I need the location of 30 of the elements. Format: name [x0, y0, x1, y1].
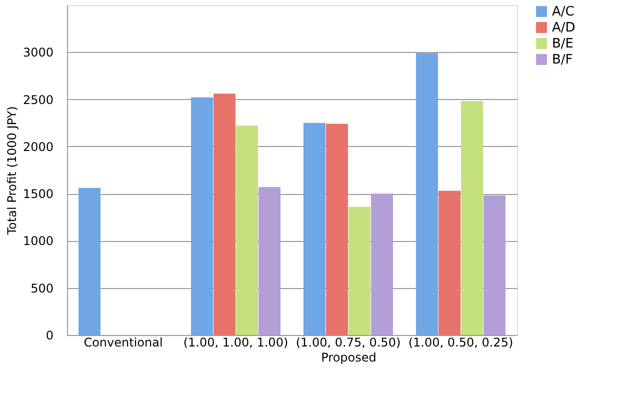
y-tick-label: 500 [30, 281, 54, 296]
y-tick-label: 3000 [22, 46, 54, 60]
legend-label: B/E [552, 36, 574, 52]
y-tick-label: 1000 [22, 234, 54, 248]
bar [371, 194, 393, 335]
x-tick-label: Conventional [84, 336, 163, 350]
y-tick-label: 2000 [22, 140, 54, 154]
x-axis-title: Proposed [321, 350, 376, 364]
y-tick-label: 2500 [22, 92, 54, 107]
bar [304, 122, 326, 335]
bar [484, 195, 506, 335]
bar [78, 188, 100, 335]
bar [326, 124, 348, 335]
legend-label: A/C [552, 4, 574, 20]
bar [214, 94, 236, 335]
x-tick-label: (1.00, 0.75, 0.50) [296, 336, 401, 350]
y-axis-title: Total Profit (1000 JPY) [4, 106, 19, 236]
bar [416, 53, 438, 335]
bar [191, 97, 213, 335]
x-tick-label: (1.00, 1.00, 1.00) [183, 336, 288, 350]
bar [258, 186, 280, 335]
y-tick-label: 1500 [22, 187, 54, 202]
bar [236, 126, 258, 335]
bar [438, 190, 460, 335]
bar [461, 101, 483, 335]
y-tick-label: 0 [46, 328, 54, 342]
x-tick-label: (1.00, 0.50, 0.25) [408, 336, 514, 350]
bar [348, 206, 370, 335]
legend-label: B/F [552, 52, 573, 68]
legend-label: A/D [552, 20, 576, 36]
